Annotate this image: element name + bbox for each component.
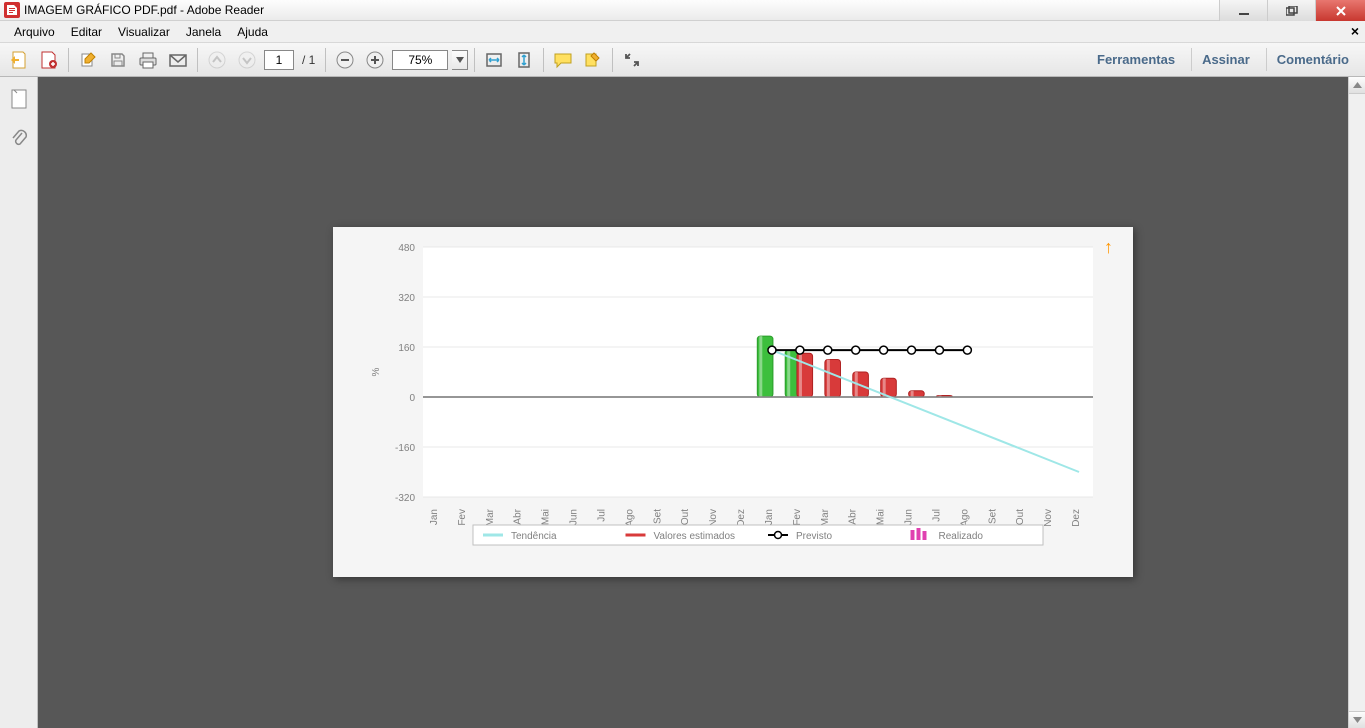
svg-text:Mar: Mar	[820, 508, 831, 526]
svg-text:Previsto: Previsto	[796, 531, 833, 542]
menu-visualizar[interactable]: Visualizar	[110, 25, 178, 39]
scroll-up-icon[interactable]	[1349, 77, 1365, 94]
attachments-icon[interactable]	[7, 127, 31, 151]
separator	[197, 48, 198, 72]
minimize-button[interactable]	[1219, 0, 1267, 21]
fit-page-icon[interactable]	[511, 47, 537, 73]
svg-text:Abr: Abr	[513, 508, 524, 524]
separator	[325, 48, 326, 72]
svg-text:Jan: Jan	[429, 509, 440, 525]
page-down-icon[interactable]	[234, 47, 260, 73]
maximize-button[interactable]	[1267, 0, 1315, 21]
app-icon	[4, 2, 20, 18]
svg-text:160: 160	[398, 343, 415, 354]
svg-text:0: 0	[409, 393, 415, 404]
link-assinar[interactable]: Assinar	[1191, 48, 1260, 71]
svg-text:Ago: Ago	[959, 509, 970, 527]
document-viewer[interactable]: 480 320 160 0 -160 -320% Jan Fev Mar Abr Mai Jun Jul…	[38, 77, 1365, 728]
side-panel	[0, 77, 38, 728]
svg-text:480: 480	[398, 243, 415, 254]
svg-text:Set: Set	[652, 509, 663, 524]
fit-width-icon[interactable]	[481, 47, 507, 73]
svg-text:Dez: Dez	[1071, 509, 1082, 527]
svg-text:%: %	[371, 367, 382, 376]
window-title: IMAGEM GRÁFICO PDF.pdf - Adobe Reader	[24, 3, 264, 17]
svg-text:Jul: Jul	[931, 509, 942, 522]
chart: 480 320 160 0 -160 -320% Jan Fev Mar Abr Mai Jun Jul…	[353, 237, 1113, 557]
create-pdf-icon[interactable]	[36, 47, 62, 73]
svg-text:Abr: Abr	[848, 508, 859, 524]
scroll-down-icon[interactable]	[1349, 711, 1365, 728]
menu-janela[interactable]: Janela	[178, 25, 229, 39]
menu-arquivo[interactable]: Arquivo	[6, 25, 63, 39]
menu-ajuda[interactable]: Ajuda	[229, 25, 276, 39]
svg-text:Out: Out	[680, 509, 691, 525]
svg-text:Dez: Dez	[736, 509, 747, 527]
window-controls	[1219, 0, 1365, 21]
link-ferramentas[interactable]: Ferramentas	[1087, 48, 1185, 71]
save-icon[interactable]	[105, 47, 131, 73]
page-up-icon[interactable]	[204, 47, 230, 73]
pdf-page: 480 320 160 0 -160 -320% Jan Fev Mar Abr Mai Jun Jul…	[333, 227, 1133, 577]
svg-text:Mai: Mai	[876, 509, 887, 525]
link-comentario[interactable]: Comentário	[1266, 48, 1359, 71]
highlight-icon[interactable]	[580, 47, 606, 73]
menu-editar[interactable]: Editar	[63, 25, 110, 39]
edit-icon[interactable]	[75, 47, 101, 73]
svg-text:Nov: Nov	[708, 509, 719, 527]
zoom-value[interactable]: 75%	[392, 50, 448, 70]
svg-text:Fev: Fev	[457, 509, 468, 526]
zoom-out-icon[interactable]	[332, 47, 358, 73]
page-total-label: / 1	[298, 53, 319, 67]
chart-svg: 480 320 160 0 -160 -320% Jan Fev Mar Abr Mai Jun Jul…	[353, 237, 1113, 557]
toolbar: / 1 75% Ferramentas Assinar Comentário	[0, 43, 1365, 77]
read-mode-icon[interactable]	[619, 47, 645, 73]
zoom-dropdown-icon[interactable]	[452, 50, 468, 70]
document-close-icon[interactable]: ×	[1351, 23, 1359, 39]
comment-icon[interactable]	[550, 47, 576, 73]
export-arrow-icon[interactable]: ↑	[1104, 237, 1113, 258]
svg-text:Realizado: Realizado	[939, 531, 984, 542]
svg-text:Jun: Jun	[904, 509, 915, 525]
page-number-input[interactable]	[264, 50, 294, 70]
separator	[543, 48, 544, 72]
svg-text:Jul: Jul	[596, 509, 607, 522]
email-icon[interactable]	[165, 47, 191, 73]
separator	[474, 48, 475, 72]
svg-text:Jun: Jun	[569, 509, 580, 525]
svg-text:Nov: Nov	[1043, 509, 1054, 527]
svg-text:Mar: Mar	[485, 508, 496, 526]
content-area: 480 320 160 0 -160 -320% Jan Fev Mar Abr Mai Jun Jul…	[0, 77, 1365, 728]
svg-text:Tendência: Tendência	[511, 531, 557, 542]
svg-text:Valores estimados: Valores estimados	[654, 531, 736, 542]
print-icon[interactable]	[135, 47, 161, 73]
menubar: Arquivo Editar Visualizar Janela Ajuda ×	[0, 21, 1365, 43]
svg-text:-160: -160	[395, 443, 415, 454]
separator	[68, 48, 69, 72]
svg-text:320: 320	[398, 293, 415, 304]
separator	[612, 48, 613, 72]
svg-text:Set: Set	[987, 509, 998, 524]
svg-text:-320: -320	[395, 493, 415, 504]
export-pdf-icon[interactable]	[6, 47, 32, 73]
svg-text:Ago: Ago	[624, 509, 635, 527]
svg-text:Jan: Jan	[764, 509, 775, 525]
svg-text:Mai: Mai	[541, 509, 552, 525]
right-toolbar-links: Ferramentas Assinar Comentário	[1087, 48, 1359, 71]
vertical-scrollbar[interactable]	[1348, 77, 1365, 728]
zoom-in-icon[interactable]	[362, 47, 388, 73]
close-button[interactable]	[1315, 0, 1365, 21]
thumbnails-icon[interactable]	[7, 87, 31, 111]
titlebar: IMAGEM GRÁFICO PDF.pdf - Adobe Reader	[0, 0, 1365, 21]
svg-text:Fev: Fev	[792, 509, 803, 526]
svg-text:Out: Out	[1015, 509, 1026, 525]
